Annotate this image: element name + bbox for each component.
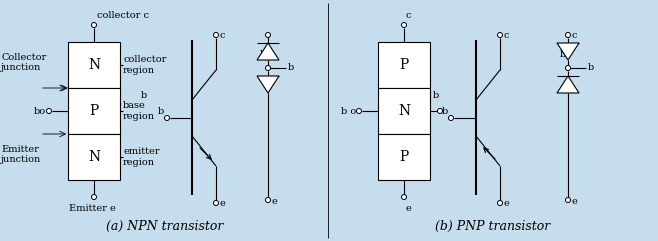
Circle shape: [91, 194, 97, 200]
Text: e: e: [571, 196, 577, 206]
Bar: [68, 42, 120, 88]
Text: b: b: [288, 62, 294, 72]
Text: c: c: [571, 32, 576, 40]
Circle shape: [438, 108, 442, 114]
Circle shape: [497, 201, 503, 206]
Text: N: N: [88, 150, 100, 164]
Text: (b) PNP transistor: (b) PNP transistor: [436, 220, 551, 233]
Circle shape: [401, 194, 407, 200]
Circle shape: [265, 33, 270, 38]
Bar: [378, 134, 430, 180]
Polygon shape: [257, 76, 279, 93]
Text: e: e: [406, 204, 412, 213]
Circle shape: [401, 22, 407, 27]
Polygon shape: [557, 43, 579, 60]
Text: c: c: [503, 31, 509, 40]
Text: Emitter
junction: Emitter junction: [1, 145, 41, 164]
Text: P: P: [399, 58, 409, 72]
Text: c: c: [406, 11, 411, 20]
Text: b: b: [433, 91, 440, 100]
Text: e: e: [219, 199, 225, 208]
Text: N: N: [88, 58, 100, 72]
Circle shape: [565, 66, 570, 71]
Circle shape: [497, 33, 503, 38]
Text: b: b: [588, 62, 594, 72]
Text: bo: bo: [34, 107, 46, 115]
Text: collector c: collector c: [97, 11, 149, 20]
Bar: [68, 134, 120, 180]
Text: b: b: [260, 50, 266, 59]
Circle shape: [213, 33, 218, 38]
Bar: [378, 88, 430, 134]
Polygon shape: [257, 43, 279, 60]
Bar: [378, 42, 430, 88]
Bar: [68, 88, 120, 134]
Text: e: e: [503, 199, 509, 208]
Circle shape: [265, 66, 270, 71]
Text: N: N: [398, 104, 410, 118]
Text: c: c: [219, 31, 224, 40]
Text: P: P: [399, 150, 409, 164]
Text: Emitter e: Emitter e: [68, 204, 115, 213]
Circle shape: [565, 33, 570, 38]
Polygon shape: [557, 76, 579, 93]
Circle shape: [449, 115, 453, 120]
Text: b: b: [158, 107, 164, 116]
Text: b: b: [141, 91, 147, 100]
Circle shape: [91, 22, 97, 27]
Circle shape: [164, 115, 170, 120]
Text: collector
region: collector region: [123, 55, 166, 75]
Circle shape: [265, 198, 270, 202]
Text: (a) NPN transistor: (a) NPN transistor: [107, 220, 224, 233]
Circle shape: [213, 201, 218, 206]
Circle shape: [357, 108, 361, 114]
Text: e: e: [271, 196, 277, 206]
Text: base
region: base region: [123, 101, 155, 121]
Circle shape: [565, 198, 570, 202]
Text: b: b: [442, 107, 448, 116]
Text: P: P: [89, 104, 99, 118]
Text: b: b: [560, 50, 566, 59]
Circle shape: [47, 108, 51, 114]
Text: Collector
junction: Collector junction: [1, 53, 46, 72]
Text: b o: b o: [341, 107, 356, 115]
Text: emitter
region: emitter region: [123, 147, 159, 167]
